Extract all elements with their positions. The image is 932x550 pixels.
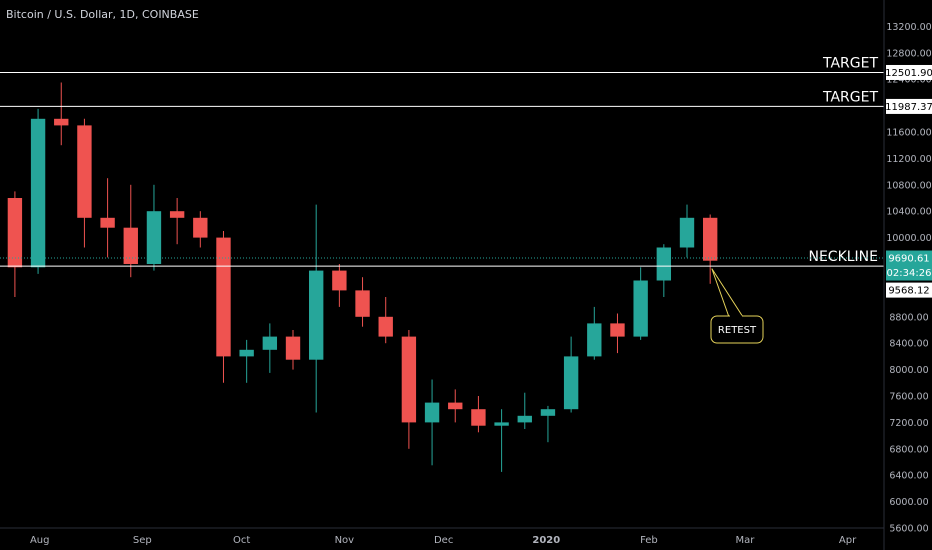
candle-body [239,349,254,357]
y-tick-label: 8400.00 [889,339,928,350]
candle-body [332,270,347,291]
y-tick-label: 11200.00 [886,154,931,165]
candle-body [587,323,602,357]
candle-body [563,356,579,410]
time-axis[interactable]: Aug Sep Oct Nov Dec 2020 Feb Mar Apr [30,535,857,546]
price-labels: 12501.90 11987.37 9568.12 9690.61 02:34:26 [885,64,932,298]
x-tick-label: Apr [839,535,857,546]
candle-body [378,316,393,337]
horizontal-lines: TARGET TARGET NECKLINE [0,55,884,267]
x-tick-label: 2020 [532,535,560,546]
candle-body [679,217,695,248]
candle-body [633,280,648,337]
price-axis[interactable]: 5600.00 6000.00 6400.00 6800.00 7200.00 7600.… [886,22,931,535]
candle-body [702,217,718,261]
level-line-label: TARGET [822,89,878,105]
candlestick-series [7,82,718,472]
level-line-label: TARGET [822,55,878,71]
y-tick-label: 6000.00 [889,497,928,508]
level-price-tag-bg [886,98,932,114]
candle-body [146,211,162,264]
y-tick-label: 12400.00 [886,75,931,86]
candle-body [169,211,185,218]
candle-body [216,237,231,357]
y-tick-label: 5600.00 [889,524,928,535]
candle-body [471,409,486,426]
candle-body [424,402,440,423]
candle-body [262,336,278,350]
x-tick-label: Nov [335,535,355,546]
callout-text: RETEST [718,325,757,336]
candle-body [494,422,509,426]
y-tick-label: 7600.00 [889,392,928,403]
x-tick-label: Dec [434,535,453,546]
candle-body [30,118,46,268]
y-tick-label: 6400.00 [889,471,928,482]
x-tick-label: Oct [233,535,250,546]
candle-body [193,217,208,238]
candle-body [656,247,672,281]
y-tick-label: 8000.00 [889,365,928,376]
y-tick-label: 6800.00 [889,444,928,455]
level-price-tag-bg [886,282,932,298]
candle-body [401,336,417,423]
candle-body [540,409,556,416]
last-price-tag: 9690.61 [888,254,929,265]
last-price-tag-bg [886,250,932,281]
x-tick-label: Sep [133,535,152,546]
y-tick-label: 12800.00 [886,48,931,59]
candle-body [355,290,370,317]
retest-callout: RETEST [710,268,764,344]
level-price-tag-bg [886,64,932,80]
candle-body [448,402,463,410]
level-price-tag: 11987.37 [885,102,932,113]
countdown-tag: 02:34:26 [887,268,932,279]
y-tick-label: 10400.00 [886,207,931,218]
y-tick-label: 7200.00 [889,418,928,429]
candle-body [517,415,532,423]
candle-body [285,336,301,360]
candle-body [309,270,324,360]
y-tick-label: 11600.00 [886,128,931,139]
x-tick-label: Aug [30,535,50,546]
candle-body [610,323,625,337]
y-tick-label: 8800.00 [889,312,928,323]
candle-body [54,118,69,126]
x-tick-label: Feb [640,535,658,546]
candle-body [7,198,23,268]
y-tick-label: 13200.00 [886,22,931,33]
chart-title: Bitcoin / U.S. Dollar, 1D, COINBASE [6,8,199,21]
level-price-tag: 12501.90 [885,68,932,79]
y-tick-label: 10000.00 [886,233,931,244]
candle-body [123,227,138,264]
x-tick-label: Mar [736,535,756,546]
y-tick-label: 10800.00 [886,180,931,191]
candle-body [100,217,115,228]
level-line-label: NECKLINE [808,249,878,265]
candle-body [77,125,92,218]
level-price-tag: 9568.12 [888,286,929,297]
